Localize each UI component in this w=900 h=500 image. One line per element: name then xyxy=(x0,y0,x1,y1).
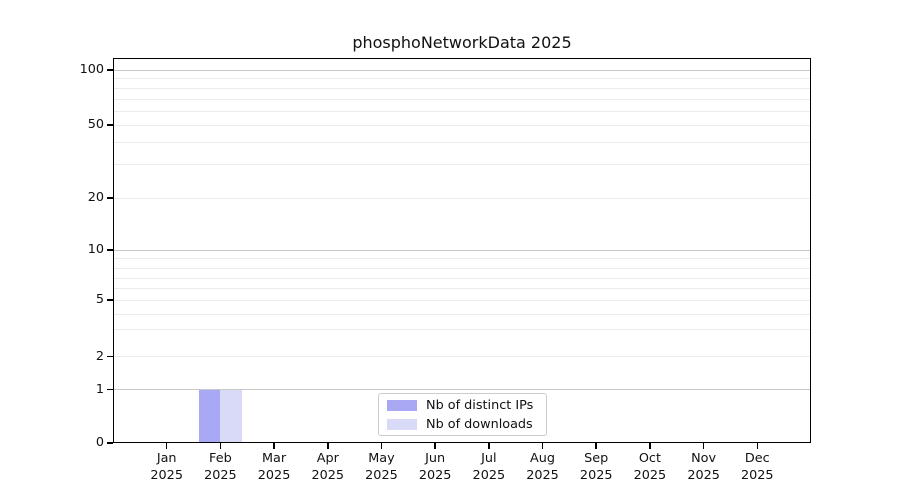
gridline-major xyxy=(113,69,811,71)
y-axis-tick xyxy=(106,69,113,71)
bar-nb-of-downloads-feb xyxy=(220,389,242,443)
x-axis-tick xyxy=(756,443,759,449)
bar-nb-of-distinct-ips-feb xyxy=(198,389,221,443)
y-axis-tick xyxy=(106,124,113,126)
x-tick-label: Nov 2025 xyxy=(687,451,720,483)
gridline-minor xyxy=(113,299,811,301)
y-tick-label: 50 xyxy=(87,117,104,132)
gridline-minor xyxy=(113,87,811,89)
y-tick-label: 0 xyxy=(95,435,104,450)
x-tick-label: Jun 2025 xyxy=(418,451,452,483)
gridline-minor xyxy=(113,356,811,357)
y-tick-label: 1 xyxy=(95,381,104,397)
gridline-minor xyxy=(113,329,811,330)
x-axis-tick xyxy=(488,443,490,449)
y-axis-tick xyxy=(106,249,113,251)
gridline-minor xyxy=(113,98,811,100)
y-tick-label: 20 xyxy=(87,190,104,205)
y-axis-tick xyxy=(106,197,113,199)
legend-swatch-icon xyxy=(387,399,417,411)
x-axis-tick xyxy=(541,443,544,449)
y-tick-label: 5 xyxy=(95,292,104,307)
legend: Nb of distinct IPs Nb of downloads xyxy=(378,393,547,436)
x-axis-tick xyxy=(649,443,651,449)
legend-item: Nb of downloads xyxy=(387,416,546,432)
gridline-major xyxy=(113,389,811,390)
x-axis-tick xyxy=(165,443,168,449)
y-tick-label: 10 xyxy=(87,242,104,257)
x-axis-tick xyxy=(327,443,329,449)
legend-item-label: Nb of downloads xyxy=(426,416,533,432)
x-axis-tick xyxy=(595,443,597,449)
y-axis-tick xyxy=(106,299,113,301)
x-axis-tick xyxy=(380,443,383,449)
gridline-minor xyxy=(113,197,811,199)
y-tick-label: 100 xyxy=(79,62,104,77)
legend-item: Nb of distinct IPs xyxy=(387,397,546,413)
gridline-minor xyxy=(113,314,811,315)
x-tick-label: Feb 2025 xyxy=(204,451,237,483)
x-tick-label: Oct 2025 xyxy=(633,451,667,483)
x-axis-tick xyxy=(219,443,222,449)
x-tick-label: Sep 2025 xyxy=(579,451,613,483)
x-axis-tick xyxy=(702,443,705,449)
x-tick-label: Jul 2025 xyxy=(472,451,506,483)
y-axis-tick xyxy=(106,388,113,391)
x-tick-label: Apr 2025 xyxy=(311,451,345,483)
x-axis-tick xyxy=(273,443,275,449)
gridline-minor xyxy=(113,124,811,126)
y-axis-tick xyxy=(106,442,113,444)
y-axis-tick xyxy=(106,355,113,358)
gridline-minor xyxy=(113,77,811,79)
x-tick-label: May 2025 xyxy=(365,451,398,483)
x-axis-tick xyxy=(434,443,436,449)
y-tick-label: 2 xyxy=(95,348,104,364)
x-tick-label: Dec 2025 xyxy=(741,451,774,483)
gridline-minor xyxy=(113,142,811,143)
legend-item-label: Nb of distinct IPs xyxy=(426,397,534,413)
x-tick-label: Aug 2025 xyxy=(526,451,559,483)
gridline-minor xyxy=(113,257,811,259)
gridline-minor xyxy=(113,277,811,279)
x-tick-label: Mar 2025 xyxy=(257,451,291,483)
gridline-minor xyxy=(113,110,811,112)
x-tick-label: Jan 2025 xyxy=(150,451,183,483)
chart-title: phosphoNetworkData 2025 xyxy=(352,33,572,52)
gridline-major xyxy=(113,249,811,251)
gridline-minor xyxy=(113,164,811,165)
gridline-minor xyxy=(113,287,811,289)
legend-swatch-icon xyxy=(387,418,417,430)
gridline-minor xyxy=(113,267,811,269)
plot-area xyxy=(113,58,811,443)
